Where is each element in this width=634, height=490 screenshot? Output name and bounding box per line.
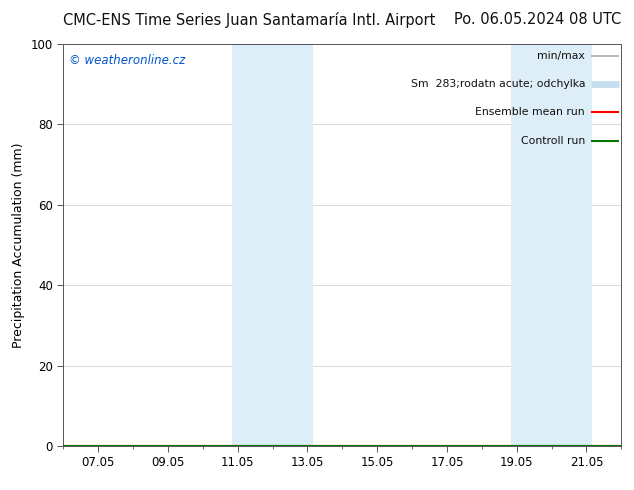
Bar: [232, 44, 313, 446]
Text: CMC-ENS Time Series Juan Santamaría Intl. Airport: CMC-ENS Time Series Juan Santamaría Intl…: [63, 12, 436, 28]
Text: Controll run: Controll run: [521, 136, 585, 146]
Text: Sm  283;rodatn acute; odchylka: Sm 283;rodatn acute; odchylka: [411, 79, 585, 89]
Bar: [511, 44, 592, 446]
Text: Po. 06.05.2024 08 UTC: Po. 06.05.2024 08 UTC: [454, 12, 621, 27]
Y-axis label: Precipitation Accumulation (mm): Precipitation Accumulation (mm): [12, 142, 25, 348]
Text: min/max: min/max: [537, 51, 585, 61]
Text: Ensemble mean run: Ensemble mean run: [476, 107, 585, 118]
Text: © weatheronline.cz: © weatheronline.cz: [69, 54, 185, 67]
